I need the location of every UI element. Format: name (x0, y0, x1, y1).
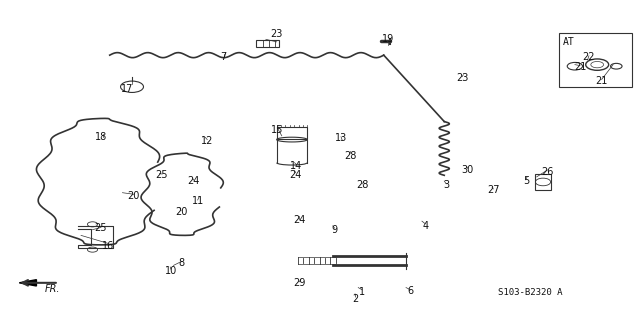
Text: 24: 24 (292, 215, 305, 225)
Polygon shape (19, 280, 36, 286)
Text: 14: 14 (291, 161, 303, 171)
Text: 30: 30 (461, 165, 474, 175)
Text: S103-B2320 A: S103-B2320 A (498, 288, 563, 297)
Text: 3: 3 (443, 181, 449, 190)
Text: 21: 21 (595, 76, 608, 86)
Text: 25: 25 (95, 223, 107, 233)
Text: 26: 26 (541, 167, 554, 176)
Text: 8: 8 (179, 258, 185, 268)
Text: 24: 24 (289, 170, 302, 180)
Text: 25: 25 (156, 170, 168, 180)
Text: 28: 28 (344, 151, 356, 161)
Text: 27: 27 (487, 185, 500, 196)
Text: 9: 9 (332, 225, 338, 235)
Text: 1: 1 (359, 287, 365, 297)
Text: 22: 22 (582, 52, 595, 62)
Text: 20: 20 (175, 207, 188, 217)
Text: 23: 23 (271, 29, 283, 39)
Text: 2: 2 (353, 294, 359, 304)
Text: 6: 6 (408, 286, 413, 296)
Text: 11: 11 (191, 196, 204, 206)
Bar (276, 127, 307, 139)
Text: 12: 12 (201, 136, 213, 146)
Text: FR.: FR. (45, 285, 60, 294)
Text: 23: 23 (456, 73, 468, 83)
Text: 28: 28 (356, 181, 369, 190)
Text: 17: 17 (121, 84, 133, 94)
Bar (536, 174, 551, 189)
Bar (256, 40, 278, 47)
Text: 19: 19 (382, 34, 394, 44)
Text: 24: 24 (188, 176, 200, 186)
Text: 16: 16 (102, 241, 114, 250)
Bar (559, 33, 632, 87)
Text: 4: 4 (422, 221, 428, 231)
Text: 7: 7 (220, 52, 227, 62)
Text: 29: 29 (292, 278, 305, 288)
Text: 21: 21 (574, 62, 586, 72)
Text: 10: 10 (164, 266, 177, 276)
Text: AT: AT (563, 38, 574, 48)
Text: 5: 5 (523, 176, 529, 186)
Text: 15: 15 (271, 125, 284, 135)
Text: 18: 18 (95, 132, 107, 142)
Text: 13: 13 (335, 133, 347, 143)
Text: 20: 20 (128, 191, 140, 202)
